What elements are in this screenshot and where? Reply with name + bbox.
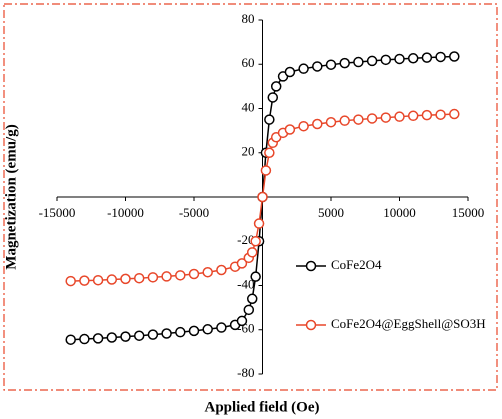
data-point [380,112,392,123]
data-point [79,333,90,345]
data-point [339,57,350,69]
data-point [394,111,405,122]
data-point [264,147,275,158]
data-point [133,272,145,284]
data-point [246,247,258,258]
data-point [246,293,258,305]
y-axis-title: Magnetization (emu/g) [3,124,19,269]
data-point [366,55,378,67]
x-tick-label: -5000 [179,205,209,220]
legend-marker [305,260,317,272]
x-tick-label: 15000 [452,205,485,220]
data-point [120,331,131,342]
data-point [284,124,296,135]
data-point [175,270,186,281]
data-point [147,329,159,340]
data-point [92,333,104,344]
data-point [260,165,272,176]
data-point [267,92,279,103]
data-point [188,325,200,337]
y-tick-label: -80 [237,365,254,380]
data-point [257,191,268,203]
data-point [202,266,213,278]
data-point [312,118,323,130]
y-tick-label: -40 [237,276,254,291]
data-point [92,274,104,286]
data-point [147,272,159,283]
chart-border [3,3,498,391]
data-point [449,51,460,62]
data-point [202,324,213,335]
data-point [250,236,261,247]
data-point [407,53,419,64]
legend-label: CoFe2O4@EggShell@SO3H [331,316,486,331]
y-tick-label: -20 [237,232,254,247]
legend-marker [305,319,317,331]
data-point [298,63,309,74]
data-point [216,264,227,276]
data-point [188,268,200,280]
data-point [65,275,76,287]
data-point [435,51,446,63]
data-point [133,330,145,341]
data-point [243,304,255,316]
data-point [407,110,419,122]
data-point [106,332,118,343]
data-point [236,315,248,327]
data-point [366,113,378,124]
data-point [161,271,172,282]
data-point [253,218,265,229]
data-point [106,274,118,285]
y-tick-label: 20 [242,144,255,159]
data-point [325,116,337,128]
data-point [339,115,350,126]
data-point [421,52,433,63]
data-point [79,275,90,286]
x-tick-label: -10000 [107,205,144,220]
x-tick-label: 5000 [318,205,344,220]
legend-label: CoFe2O4 [331,257,382,272]
data-point [312,61,323,72]
data-point [236,258,248,269]
data-point [65,334,76,345]
x-tick-label: -15000 [39,205,76,220]
data-point [216,322,227,333]
data-point [435,109,446,120]
x-axis-title: Applied field (Oe) [205,399,320,415]
data-point [250,271,261,282]
data-point [325,59,337,70]
data-point [353,114,364,125]
data-point [394,53,405,65]
data-point [449,108,460,120]
data-point [175,326,186,338]
data-point [380,54,392,66]
data-point [421,109,433,121]
y-tick-label: 40 [242,99,255,114]
data-point [120,273,131,285]
x-tick-label: 10000 [383,205,416,220]
data-point [264,114,275,125]
data-point [284,66,296,78]
y-tick-label: 80 [242,11,255,26]
data-point [353,56,364,68]
data-point [270,81,282,92]
data-point [161,328,172,339]
data-point [298,120,309,132]
y-tick-label: 60 [242,55,255,70]
